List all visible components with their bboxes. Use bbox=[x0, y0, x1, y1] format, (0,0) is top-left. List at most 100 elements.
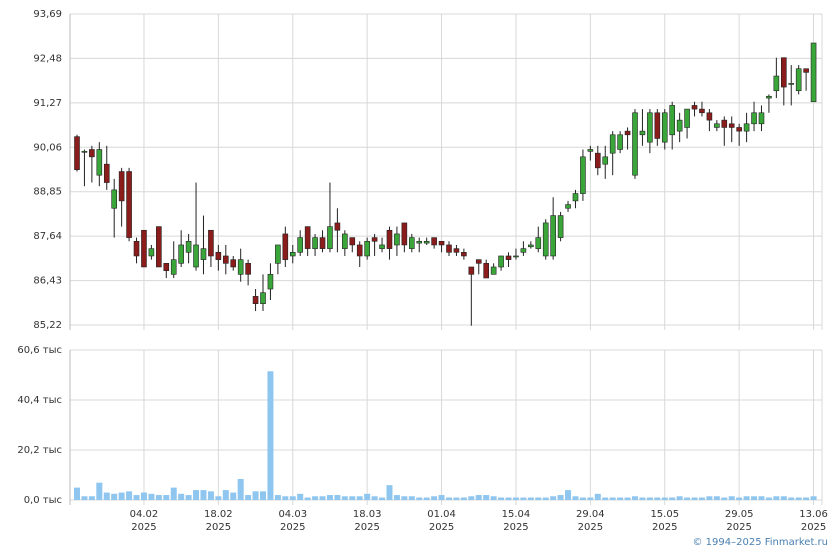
candle-body bbox=[431, 237, 437, 246]
x-tick-label: 15.05 bbox=[650, 509, 679, 520]
candle-body bbox=[223, 255, 229, 264]
candle-body bbox=[416, 240, 423, 244]
x-tick-label: 01.04 bbox=[427, 509, 456, 520]
volume-bar bbox=[498, 497, 505, 500]
volume-bar bbox=[215, 496, 222, 500]
volume-bar bbox=[512, 497, 519, 500]
x-tick-label: 29.05 bbox=[725, 509, 754, 520]
volume-bar bbox=[274, 495, 281, 500]
candle-body bbox=[766, 95, 772, 99]
volume-bar bbox=[163, 495, 170, 500]
candle-body bbox=[483, 263, 490, 279]
y-tick-label: 40,4 тыс bbox=[17, 395, 62, 406]
volume-bar bbox=[237, 478, 244, 500]
candle-body bbox=[676, 119, 683, 132]
candle-body bbox=[156, 226, 162, 268]
volume-bar bbox=[780, 496, 787, 500]
volume-bar bbox=[282, 496, 289, 500]
candle-body bbox=[312, 237, 318, 249]
candle-body bbox=[118, 171, 125, 202]
x-tick-label: 29.04 bbox=[576, 509, 605, 520]
candle-body bbox=[513, 255, 519, 258]
volume-bar bbox=[490, 496, 497, 500]
volume-bar bbox=[743, 496, 750, 500]
volume-bar bbox=[617, 497, 624, 500]
volume-bar bbox=[334, 495, 341, 500]
volume-bar bbox=[81, 496, 88, 500]
y-tick-label: 20,2 тыс bbox=[17, 445, 62, 456]
candle-body bbox=[617, 134, 623, 150]
x-tick-label: 18.02 bbox=[204, 509, 233, 520]
candle-body bbox=[170, 259, 177, 275]
volume-bar bbox=[364, 493, 371, 500]
candle-body bbox=[408, 237, 415, 249]
candle-body bbox=[252, 296, 259, 305]
volume-bar bbox=[795, 497, 802, 500]
volume-bar bbox=[386, 485, 393, 500]
volume-bar bbox=[312, 496, 319, 500]
volume-bar bbox=[728, 496, 735, 500]
volume-bar bbox=[289, 496, 296, 500]
candle-body bbox=[528, 244, 534, 248]
volume-bar bbox=[88, 496, 95, 500]
volume-bar bbox=[587, 497, 594, 500]
volume-bar bbox=[140, 492, 147, 500]
candle-body bbox=[297, 237, 304, 253]
candle-body bbox=[423, 240, 430, 244]
volume-bar bbox=[632, 496, 638, 500]
volume-bar bbox=[765, 497, 772, 500]
volume-bar bbox=[438, 495, 445, 500]
volume-bar bbox=[639, 497, 646, 500]
candle-body bbox=[706, 112, 713, 121]
candle-body bbox=[721, 119, 728, 128]
volume-bar bbox=[96, 482, 103, 500]
x-tick-year: 2025 bbox=[801, 522, 826, 533]
candle-body bbox=[594, 152, 601, 169]
volume-bar bbox=[371, 496, 378, 500]
volume-bar bbox=[379, 497, 386, 500]
volume-bar bbox=[646, 497, 653, 500]
volume-bar bbox=[170, 487, 177, 500]
candle-body bbox=[684, 108, 690, 128]
candle-body bbox=[289, 251, 296, 257]
candle-body bbox=[96, 149, 103, 176]
volume-bar bbox=[788, 497, 795, 500]
candle-body bbox=[260, 292, 266, 305]
x-tick-year: 2025 bbox=[354, 522, 379, 533]
candle-body bbox=[89, 149, 95, 158]
volume-bar bbox=[126, 491, 133, 500]
candle-body bbox=[609, 134, 616, 154]
candle-body bbox=[669, 105, 676, 136]
candle-body bbox=[163, 263, 170, 271]
candle-body bbox=[327, 226, 333, 249]
volume-bar bbox=[520, 497, 527, 500]
candle-body bbox=[751, 112, 757, 125]
x-tick-year: 2025 bbox=[429, 522, 454, 533]
candle-body bbox=[178, 244, 184, 264]
volume-bar bbox=[594, 493, 601, 500]
candle-body bbox=[699, 108, 705, 114]
volume-bar bbox=[698, 497, 705, 500]
candle-body bbox=[691, 105, 698, 110]
volume-bar bbox=[535, 497, 542, 500]
volume-bar bbox=[245, 495, 252, 500]
volume-bar bbox=[579, 497, 586, 500]
candle-body bbox=[788, 83, 795, 85]
candle-body bbox=[342, 233, 348, 249]
volume-bar bbox=[527, 497, 534, 500]
y-tick-label: 90,06 bbox=[33, 142, 62, 153]
volume-bar bbox=[624, 497, 631, 500]
x-tick-label: 18.03 bbox=[353, 509, 382, 520]
candle-body bbox=[133, 240, 140, 257]
x-tick-year: 2025 bbox=[652, 522, 677, 533]
volume-bar bbox=[349, 496, 356, 500]
volume-bar bbox=[326, 495, 333, 500]
y-tick-label: 86,43 bbox=[33, 276, 62, 287]
candle-body bbox=[349, 237, 356, 246]
candle-body bbox=[453, 248, 460, 253]
candle-body bbox=[237, 259, 244, 275]
candle-body bbox=[624, 130, 631, 136]
candle-body bbox=[542, 222, 549, 257]
volume-bar bbox=[185, 495, 192, 500]
candle-body bbox=[401, 222, 408, 246]
